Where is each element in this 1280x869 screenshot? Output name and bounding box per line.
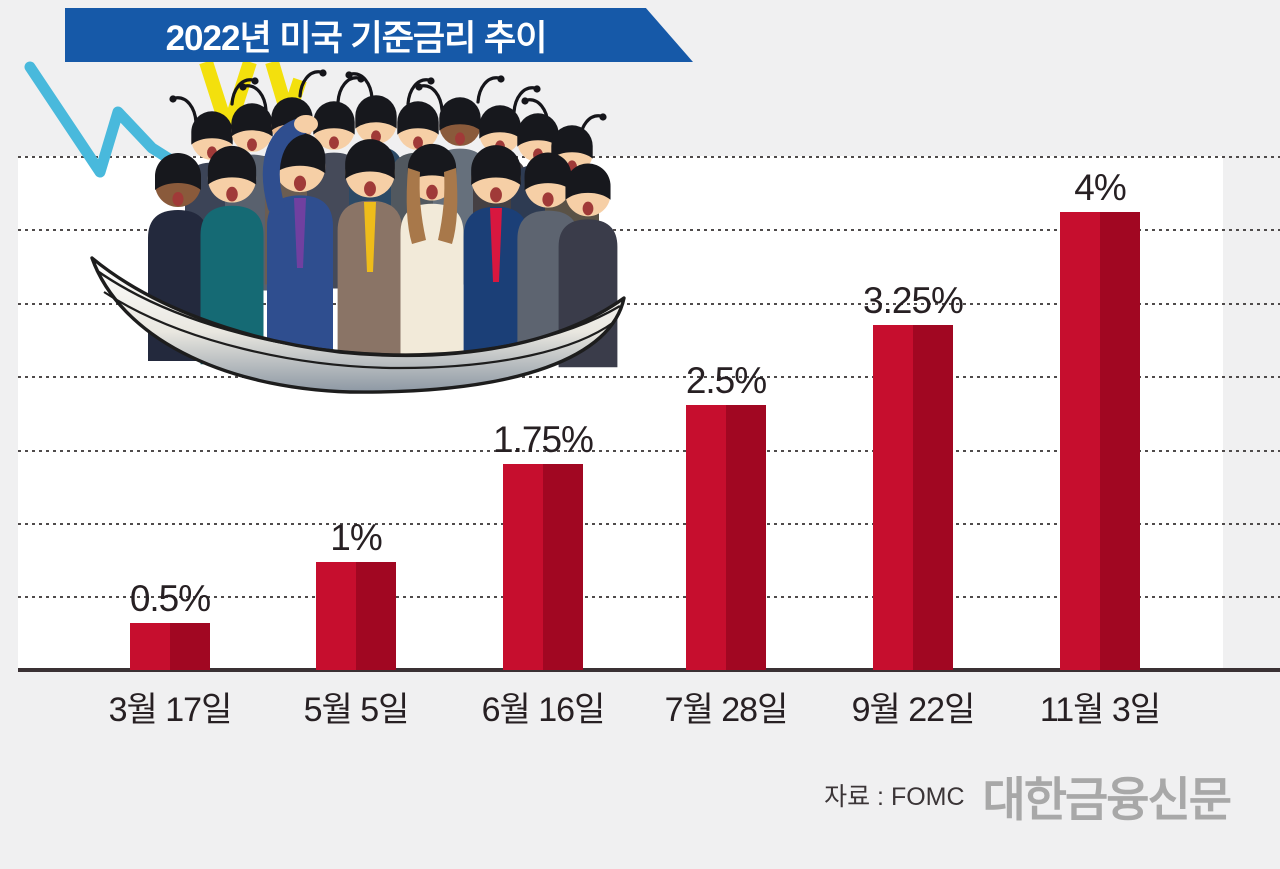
bar [1060, 212, 1140, 670]
bar [873, 325, 953, 670]
gridline [18, 303, 1280, 305]
bar-date-label: 7월 28일 [664, 691, 789, 729]
gridline [18, 229, 1280, 231]
source-label: 자료 : FOMC [824, 783, 965, 811]
yellow-zigzag-line [199, 59, 257, 138]
bar-value-label: 3.25% [863, 280, 964, 321]
bar-date-label: 11월 3일 [1039, 691, 1161, 729]
gridline [18, 523, 1280, 525]
bar-date-label: 9월 22일 [851, 691, 976, 729]
x-axis-line [18, 668, 1280, 672]
publisher-logo: 대한금융신문 [982, 772, 1232, 826]
bar-date-label: 6월 16일 [481, 691, 606, 729]
title-banner: 2022년 미국 기준금리 추이 [65, 8, 693, 62]
bar-date-label: 3월 17일 [108, 691, 233, 729]
gridline [18, 596, 1280, 598]
bar-value-label: 4% [1074, 167, 1126, 208]
source-row: 자료 : FOMC 대한금융신문 [0, 760, 1232, 830]
bar [503, 464, 583, 670]
chart-title: 2022년 미국 기준금리 추이 [165, 18, 548, 58]
bar [130, 623, 210, 670]
gridline [18, 450, 1280, 452]
bar-value-label: 2.5% [685, 360, 767, 401]
yellow-zigzag-line-2 [265, 60, 307, 123]
bar-value-label: 0.5% [129, 578, 211, 619]
gridline [18, 376, 1280, 378]
bar-value-label: 1.75% [493, 419, 594, 460]
bar-value-label: 1% [330, 517, 382, 558]
bar [316, 562, 396, 670]
bar-date-label: 5월 5일 [303, 691, 410, 729]
bar [686, 405, 766, 670]
gridline [18, 156, 1280, 158]
